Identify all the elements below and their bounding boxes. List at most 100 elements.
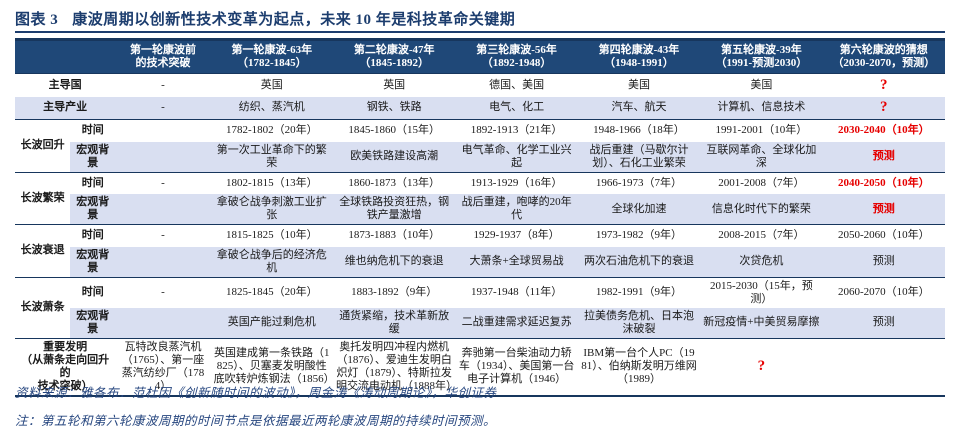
cell: IBM第一台个人PC（1981）、伯纳斯发明万维网（1989） [581,347,697,385]
cell: 瓦特改良蒸汽机（1765）、第一座蒸汽纺纱厂（1784） [121,340,205,392]
cell: 1860-1873（13年） [348,176,441,189]
cell: 1802-1815（13年） [225,176,318,189]
header-empty-cell [15,39,116,74]
cell: 次贷危机 [739,255,784,267]
invention-label-line2: （从萧条走向回升的 [21,353,110,379]
cell: 英国 [260,78,283,91]
table-row-boom-time: 长波繁荣 时间 - 1802-1815（13年） 1860-1873（13年） … [15,172,945,225]
cell: 英国建成第一条铁路（1825）、贝塞麦发明酸性底吹转炉炼钢法（1856） [213,347,335,385]
header-wave-1: 第一轮康波-63年 （1782-1845） [210,39,333,74]
header-line1: 第四轮康波-43年 [598,44,680,56]
header-line1: 第一轮康波-63年 [231,44,313,56]
cell: 汽车、航天 [611,101,667,114]
cell: 信息化时代下的繁荣 [711,202,811,215]
cell: 1892-1913（21年） [470,124,563,137]
header-line1: 第三轮康波-56年 [476,44,557,56]
cell: 钢铁、铁路 [366,101,422,114]
row-label: 宏观背景 [76,196,110,221]
table-row-boom-macro: 宏观背景 拿破仑战争刺激工业扩张 全球铁路投资狂热，钢铁产量激增 战后重建，咆哮… [15,194,945,225]
cell: - [161,286,165,298]
forecast-cell: 2060-2070（10年） [837,286,930,298]
cell: 英国产能过剩危机 [227,316,316,328]
cell: 维也纳危机下的衰退 [344,255,444,267]
cell: 互联网革命、全球化加深 [706,143,817,169]
row-label-inventions: 重要发明 （从萧条走向回升的 技术突破） [15,338,115,396]
table-row-recession-macro: 宏观背景 拿破仑战争后的经济危机 维也纳危机下的衰退 大萧条+全球贸易战 两次石… [15,246,945,278]
invention-label-line1: 重要发明 [43,340,88,353]
forecast-cell: 预测 [872,150,895,162]
cell: 1883-1892（9年） [351,286,438,298]
cell: - [161,176,165,189]
forecast-cell: 2040-2050（10年） [837,176,930,189]
header-line1: 第五轮康波-39年 [721,44,802,56]
cell: 电气革命、化学工业兴起 [461,143,572,169]
header-line1: 第一轮康波前 [129,44,196,56]
table-row-recession-time: 长波衰退 时间 - 1815-1825（10年） 1873-1883（10年） … [15,224,945,277]
row-label: 宏观背景 [76,248,110,274]
header-wave-6: 第六轮康波的猜想 （2030-2070，预测） [822,39,945,74]
cell: 1929-1937（8年） [473,229,560,242]
kondratiev-wave-table: 第一轮康波前 的技术突破 第一轮康波-63年 （1782-1845） 第二轮康波… [15,38,945,397]
cell: 全球铁路投资狂热，钢铁产量激增 [339,196,450,221]
row-label: 时间 [81,286,104,298]
cell [115,247,210,278]
row-label: 宏观背景 [76,309,110,335]
table-row-lead-industry: 主导产业 - 纺织、蒸汽机 钢铁、铁路 电气、化工 汽车、航天 计算机、信息技术… [15,96,945,120]
header-line2: （1845-1892） [359,57,430,69]
question-mark: ? [880,99,888,116]
forecast-cell: 2030-2040（10年） [837,124,930,137]
invention-label-line3: 技术突破） [37,379,93,392]
title-underline [15,31,945,33]
forecast-cell: 预测 [872,202,895,215]
question-mark: ? [880,76,888,93]
forecast-cell: 预测 [872,255,895,267]
cell: 电气、化工 [489,101,545,114]
group-label-boom: 长波繁荣 [15,172,71,225]
cell: 计算机、信息技术 [717,101,806,114]
table-row-rise-macro: 宏观背景 第一次工业革命下的繁荣 欧美铁路建设高潮 电气革命、化学工业兴起 战后… [15,141,945,172]
figure-title-text: 康波周期以创新性技术变革为起点，未来 10 年是科技革命关键期 [72,12,516,28]
row-label: 时间 [81,229,104,242]
cell: 战后重建（马歇尔计划）、石化工业繁荣 [589,143,689,169]
cell: 1825-1845（20年） [225,286,318,298]
cell: 1973-1982（9年） [595,229,683,242]
cell: 1815-1825（10年） [225,229,318,242]
header-line2: （1782-1845） [236,57,307,69]
group-label-rise: 长波回升 [15,119,71,172]
cell: 2015-2030（15年，预测） [710,279,813,305]
row-label: 宏观背景 [76,143,110,169]
table-row-rise-time: 长波回升 时间 1782-1802（20年） 1845-1860（15年） 18… [15,119,945,172]
row-label: 主导产业 [43,101,88,114]
table-row-lead-country: 主导国 - 英国 英国 德国、美国 美国 美国 ? [15,74,945,97]
cell: 1845-1860（15年） [348,124,441,137]
cell: 两次石油危机下的衰退 [583,255,694,267]
table-row-depression-macro: 宏观背景 英国产能过剩危机 通货紧缩，技术革新放缓 二战重建需求延迟复苏 拉美债… [15,307,945,338]
header-wave-5: 第五轮康波-39年 （1991-预测2030） [700,39,823,74]
cell: 1991-2001（10年） [715,124,808,137]
cell: 1966-1973（7年） [595,176,683,189]
figure-title: 图表 3 康波周期以创新性技术变革为起点，未来 10 年是科技革命关键期 [15,8,945,29]
cell: 1937-1948（11年） [470,286,563,298]
cell: 美国 [750,78,773,91]
method-note: 注：第五轮和第六轮康波周期的时间节点是依据最近两轮康波周期的持续时间预测。 [15,414,497,428]
group-label-recession: 长波衰退 [15,224,71,277]
cell: 2008-2015（7年） [718,229,805,242]
cell: 1873-1883（10年） [348,229,441,242]
header-wave-2: 第二轮康波-47年 （1845-1892） [333,39,456,74]
header-wave-4: 第四轮康波-43年 （1948-1991） [577,39,701,74]
cell: - [161,229,165,242]
cell: 拿破仑战争刺激工业扩张 [216,196,327,221]
cell: 1982-1991（9年） [595,286,683,298]
forecast-cell: 2050-2060（10年） [837,229,930,242]
header-line2: （1892-1948） [481,57,552,69]
header-line2: （1948-1991） [604,57,674,69]
header-line1: 第二轮康波-47年 [353,44,435,56]
cell: 拉美债务危机、日本泡沫破裂 [583,309,694,335]
cell: 奥托发明四冲程内燃机（1876）、爱迪生发明白炽灯（1879）、特斯拉发明交流电… [336,340,457,392]
header-line1: 第六轮康波的猜想 [839,44,928,56]
header-breakthrough: 第一轮康波前 的技术突破 [115,39,211,74]
cell [115,194,210,225]
cell: 通货紧缩，技术革新放缓 [339,309,450,335]
cell: 奔驰第一台柴油动力轿车（1934）、美国第一台电子计算机（1946） [458,347,575,385]
